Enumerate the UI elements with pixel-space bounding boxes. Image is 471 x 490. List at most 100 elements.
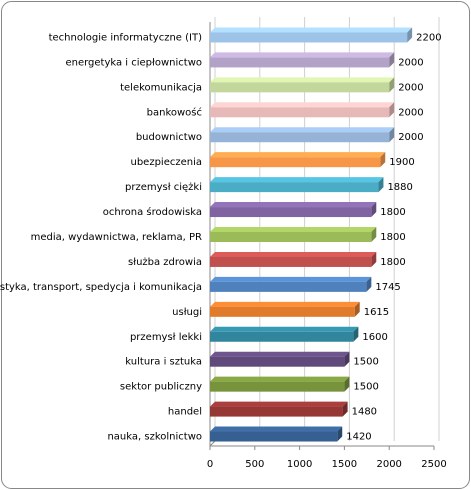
bar-end: [342, 401, 348, 417]
bar-top: [210, 177, 384, 183]
bar: [210, 202, 377, 218]
y-tick-label: technologie informatyczne (IT): [49, 32, 202, 43]
bar-end: [380, 152, 386, 168]
value-label: 1900: [389, 157, 414, 168]
bar: [210, 152, 386, 168]
bar-top: [210, 351, 350, 357]
bar: [210, 102, 395, 118]
bar-face: [210, 157, 381, 168]
bar: [210, 77, 395, 93]
bar-face: [210, 381, 345, 392]
bar-face: [210, 331, 354, 342]
bar-top: [210, 102, 395, 108]
bar: [210, 326, 359, 342]
bar-face: [210, 406, 343, 417]
y-tick-label: kultura i sztuka: [125, 357, 202, 368]
bar-end: [344, 376, 350, 392]
bar-top: [210, 202, 377, 208]
bar-face: [210, 431, 338, 442]
bar-end: [366, 276, 372, 292]
y-tick-label: usługi: [172, 307, 202, 318]
y-tick-label: handel: [168, 407, 202, 418]
bar-top: [210, 426, 343, 432]
y-tick-label: służba zdrowia: [128, 257, 202, 268]
value-label: 2000: [398, 57, 423, 68]
value-label: 2000: [398, 82, 423, 93]
value-label: 1745: [375, 282, 400, 293]
bar: [210, 177, 384, 193]
x-tick-label: 2000: [376, 459, 401, 470]
value-label: 1800: [380, 232, 405, 243]
y-tick-label: logistyka, transport, spedycja i komunik…: [0, 282, 202, 293]
bar-face: [210, 107, 390, 118]
bar-end: [389, 77, 395, 93]
bar-top: [210, 152, 386, 158]
value-label: 1480: [352, 407, 377, 418]
bar: [210, 401, 348, 417]
bar-top: [210, 276, 372, 282]
value-label: 1615: [364, 307, 389, 318]
bar-face: [210, 82, 390, 93]
bar-top: [210, 52, 395, 58]
x-tick-label: 1000: [287, 459, 312, 470]
axis-floor: [209, 440, 216, 447]
bar-end: [371, 202, 377, 218]
bar-face: [210, 207, 372, 218]
y-tick-label: energetyka i ciepłownictwo: [65, 57, 202, 68]
bar-top: [210, 376, 350, 382]
y-tick-label: telekomunikacja: [120, 82, 202, 93]
bar-face: [210, 356, 345, 367]
value-label: 1800: [380, 257, 405, 268]
value-label: 1600: [362, 332, 387, 343]
value-label: 1420: [346, 432, 371, 443]
x-tick-label: 1500: [332, 459, 357, 470]
bar-face: [210, 256, 372, 267]
bar: [210, 127, 395, 143]
bar-end: [389, 52, 395, 68]
bar-face: [210, 281, 367, 292]
bar-end: [344, 351, 350, 367]
bar-end: [378, 177, 384, 193]
value-label: 1500: [353, 357, 378, 368]
bar-top: [210, 251, 377, 257]
bar-top: [210, 401, 348, 407]
bar: [210, 301, 360, 317]
value-label: 1880: [387, 182, 412, 193]
bar-end: [337, 426, 343, 442]
bar-end: [353, 326, 359, 342]
bar: [210, 27, 413, 43]
bar: [210, 251, 377, 267]
y-tick-label: media, wydawnictwa, reklama, PR: [31, 232, 202, 243]
y-tick-label: ubezpieczenia: [130, 157, 202, 168]
value-label: 1500: [353, 382, 378, 393]
value-label: 2000: [398, 132, 423, 143]
y-tick-label: budownictwo: [136, 132, 202, 143]
bar: [210, 52, 395, 68]
bar-end: [389, 127, 395, 143]
y-tick-label: bankowość: [147, 106, 202, 118]
bar-top: [210, 27, 413, 33]
bar-end: [354, 301, 360, 317]
value-label: 1800: [380, 207, 405, 218]
bar: [210, 276, 372, 292]
x-tick-label: 500: [245, 459, 264, 470]
y-tick-label: przemysł lekki: [130, 332, 202, 343]
bar-face: [210, 306, 355, 317]
bar-end: [389, 102, 395, 118]
bar: [210, 376, 350, 392]
x-tick-label: 0: [207, 459, 213, 470]
bar-face: [210, 182, 379, 193]
bar-face: [210, 232, 372, 242]
bar: [210, 351, 350, 367]
bar-end: [371, 227, 377, 242]
bar-face: [210, 132, 390, 143]
bar-end: [407, 27, 413, 43]
bar-top: [210, 227, 377, 232]
value-label: 2000: [398, 107, 423, 118]
bar-top: [210, 301, 360, 307]
bar-top: [210, 77, 395, 83]
value-label: 2200: [416, 32, 441, 43]
bar-top: [210, 326, 359, 332]
